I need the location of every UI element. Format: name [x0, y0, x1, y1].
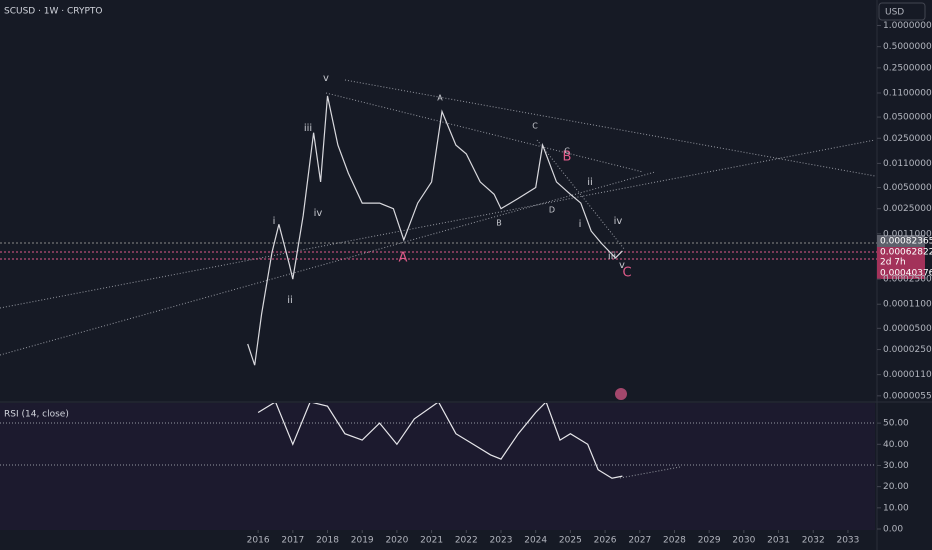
y-tick-label: 10.00	[883, 503, 909, 513]
wave-label: i	[579, 219, 582, 230]
y-tick-label: 0.00500000	[883, 183, 932, 193]
badge-text: 0.00082365	[880, 237, 932, 247]
x-tick-label: 2024	[524, 536, 547, 546]
price-line	[257, 403, 623, 479]
x-tick-label: 2029	[698, 536, 721, 546]
wave-label: A	[399, 251, 408, 266]
wave-label: ii	[287, 295, 293, 306]
wave-label: C	[532, 122, 538, 131]
y-tick-label: 0.00	[883, 525, 903, 535]
wave-labels: v iii i iv ii A A B C B D C ii i iv iii …	[273, 73, 632, 306]
y-tick-label: 40.00	[883, 440, 909, 450]
y-tick-label: 0.02500000	[883, 134, 932, 144]
wave-label: B	[496, 219, 502, 228]
trend-lines	[0, 79, 877, 479]
wave-label: A	[437, 94, 443, 103]
wave-label: iii	[304, 123, 312, 134]
x-tick-label: 2026	[594, 536, 617, 546]
x-tick-label: 2033	[836, 536, 859, 546]
wave-label: D	[549, 206, 555, 215]
badge-text: 2d 7h	[880, 258, 906, 268]
y-tick-label: 0.00005000	[883, 324, 932, 334]
y-tick-label: 0.00011000	[883, 300, 932, 310]
y-tick-label: 0.00025000	[883, 275, 932, 285]
x-tick-label: 2032	[802, 536, 825, 546]
badge-text: 0.00062822	[880, 248, 932, 258]
price-line	[247, 95, 623, 366]
y-tick-label: 0.00110000	[883, 229, 932, 239]
x-tick-label: 2030	[732, 536, 755, 546]
wave-label: C	[622, 266, 631, 281]
badge	[877, 235, 925, 247]
rsi-title: RSI (14, close)	[4, 410, 69, 420]
y-tick-label: 0.05000000	[883, 113, 932, 123]
y-tick-label: 0.01100000	[883, 159, 932, 169]
y-tick-label: 1.00000000	[883, 21, 932, 31]
x-tick-label: 2020	[385, 536, 408, 546]
wave-label: iv	[314, 208, 323, 219]
y-tick-label: 30.00	[883, 461, 909, 471]
trend-line	[344, 79, 876, 177]
trend-line	[0, 139, 876, 309]
wave-label: iv	[614, 216, 623, 227]
wave-label: B	[563, 150, 572, 165]
price-badges: 0.00082365 0.00062822 2d 7h 0.00040376	[877, 235, 932, 279]
x-tick-label: 2023	[490, 536, 513, 546]
y-tick-label: 20.00	[883, 482, 909, 492]
x-tick-label: 2028	[663, 536, 686, 546]
event-icon[interactable]	[615, 388, 627, 400]
x-tick-label: 2025	[559, 536, 582, 546]
y-tick-label: 0.25000000	[883, 63, 932, 73]
symbol-title: SCUSD · 1W · CRYPTO	[4, 7, 103, 17]
x-tick-label: 2021	[420, 536, 443, 546]
wave-label: C	[564, 147, 570, 156]
badge	[877, 247, 925, 279]
trend-line	[619, 466, 681, 479]
x-tick-label: 2017	[281, 536, 304, 546]
rsi-pane	[0, 403, 875, 530]
wave-label: i	[273, 216, 276, 227]
wave-label: v	[323, 73, 329, 84]
currency[interactable]: USD	[885, 8, 904, 18]
y-tick-label: 0.00002500	[883, 345, 932, 355]
x-tick-label: 2016	[247, 536, 270, 546]
y-tick-label: 0.00001100	[883, 370, 932, 380]
plot	[257, 403, 623, 479]
trend-line	[536, 139, 626, 251]
x-tick-label: 2018	[316, 536, 339, 546]
wave-label: v	[619, 260, 625, 271]
x-tick-label: 2027	[628, 536, 651, 546]
y-tick-label: 0.11000000	[883, 88, 932, 98]
y-tick-label: 50.00	[883, 419, 909, 429]
x-tick-label: 2031	[767, 536, 790, 546]
y-tick-label: 0.50000000	[883, 42, 932, 52]
wave-label: ii	[587, 177, 593, 188]
trend-line	[325, 92, 644, 173]
x-tick-label: 2019	[351, 536, 374, 546]
trend-line	[0, 171, 656, 356]
x-tick-label: 2022	[455, 536, 478, 546]
currency-button[interactable]	[878, 2, 926, 21]
plot	[247, 95, 623, 366]
wave-label: iii	[608, 251, 616, 262]
y-tick-label: 0.00000550	[883, 391, 932, 401]
y-tick-label: 0.00250000	[883, 204, 932, 214]
badge-text: 0.00040376	[880, 269, 932, 279]
